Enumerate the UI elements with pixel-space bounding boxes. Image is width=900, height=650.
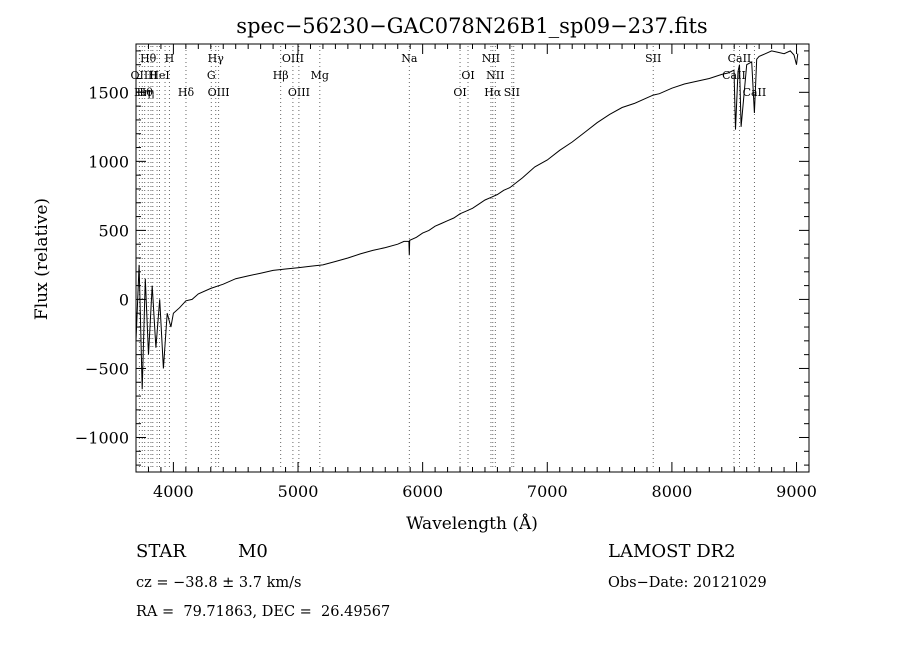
spectral-line-label: OI <box>461 69 474 82</box>
x-tick-label: 4000 <box>153 482 194 501</box>
object-class: STAR <box>136 541 186 562</box>
spectral-line-label: CaII <box>728 52 752 65</box>
x-tick-label: 5000 <box>278 482 319 501</box>
spectral-line-label: SII <box>504 86 520 99</box>
spectral-line-label: SII <box>645 52 661 65</box>
spectral-line-label: G <box>207 69 216 82</box>
x-tick-label: 9000 <box>776 482 817 501</box>
x-tick-label: 8000 <box>652 482 693 501</box>
redshift-value: cz = −38.8 ± 3.7 km/s <box>136 575 302 591</box>
spectral-line-label: η <box>148 86 155 99</box>
spectral-line-label: OIII <box>282 52 304 65</box>
x-axis-label: Wavelength (Å) <box>406 513 538 534</box>
spectral-line-label: OI <box>453 86 466 99</box>
x-tick-label: 6000 <box>402 482 443 501</box>
survey-name: LAMOST DR2 <box>608 541 736 562</box>
spectral-line-label: NII <box>486 69 504 82</box>
spectral-line-label: CaII <box>743 86 767 99</box>
spectral-line-label: Na <box>401 52 418 65</box>
y-tick-label: 1000 <box>88 152 129 171</box>
y-axis-label: Flux (relative) <box>32 198 52 320</box>
coordinates: RA = 79.71863, DEC = 26.49567 <box>136 604 391 620</box>
spectrum-line <box>135 50 799 390</box>
spectral-line-label: OIII <box>208 86 230 99</box>
spectral-line-label: Mg <box>311 69 329 82</box>
spectral-line-label: H <box>165 52 175 65</box>
spectral-line-label: Hθ <box>140 52 157 65</box>
y-tick-label: 500 <box>98 221 129 240</box>
spectral-line-label: Hδ <box>178 86 195 99</box>
spectral-line-label: NII <box>482 52 500 65</box>
y-tick-label: 1500 <box>88 83 129 102</box>
x-axis: 4000 5000 6000 7000 8000 9000 <box>147 44 817 501</box>
y-tick-label: 0 <box>119 290 129 309</box>
plot-frame <box>135 43 810 473</box>
spectral-line-markers: OIIHηHθHθηHHeIHHδGHγOIIIHβOIIIOIIIMgNaOI… <box>131 46 767 470</box>
y-tick-label: −500 <box>85 359 129 378</box>
chart-title: spec−56230−GAC078N26B1_sp09−237.fits <box>236 14 707 38</box>
spectral-line-label: HeI <box>149 69 169 82</box>
spectral-line-label: Hβ <box>273 69 289 82</box>
spectral-line-label: Hγ <box>208 52 225 65</box>
x-tick-label: 7000 <box>527 482 568 501</box>
spectral-line-label: OIII <box>288 86 310 99</box>
object-subclass: M0 <box>238 541 268 562</box>
spectral-line-label: OII <box>131 69 149 82</box>
y-tick-label: −1000 <box>75 428 129 447</box>
observation-date: Obs−Date: 20121029 <box>608 575 767 591</box>
spectral-line-label: Hα <box>484 86 502 99</box>
y-axis: 1500 1000 500 0 −500 −1000 <box>75 50 809 466</box>
spectral-line-label: H <box>148 69 158 82</box>
